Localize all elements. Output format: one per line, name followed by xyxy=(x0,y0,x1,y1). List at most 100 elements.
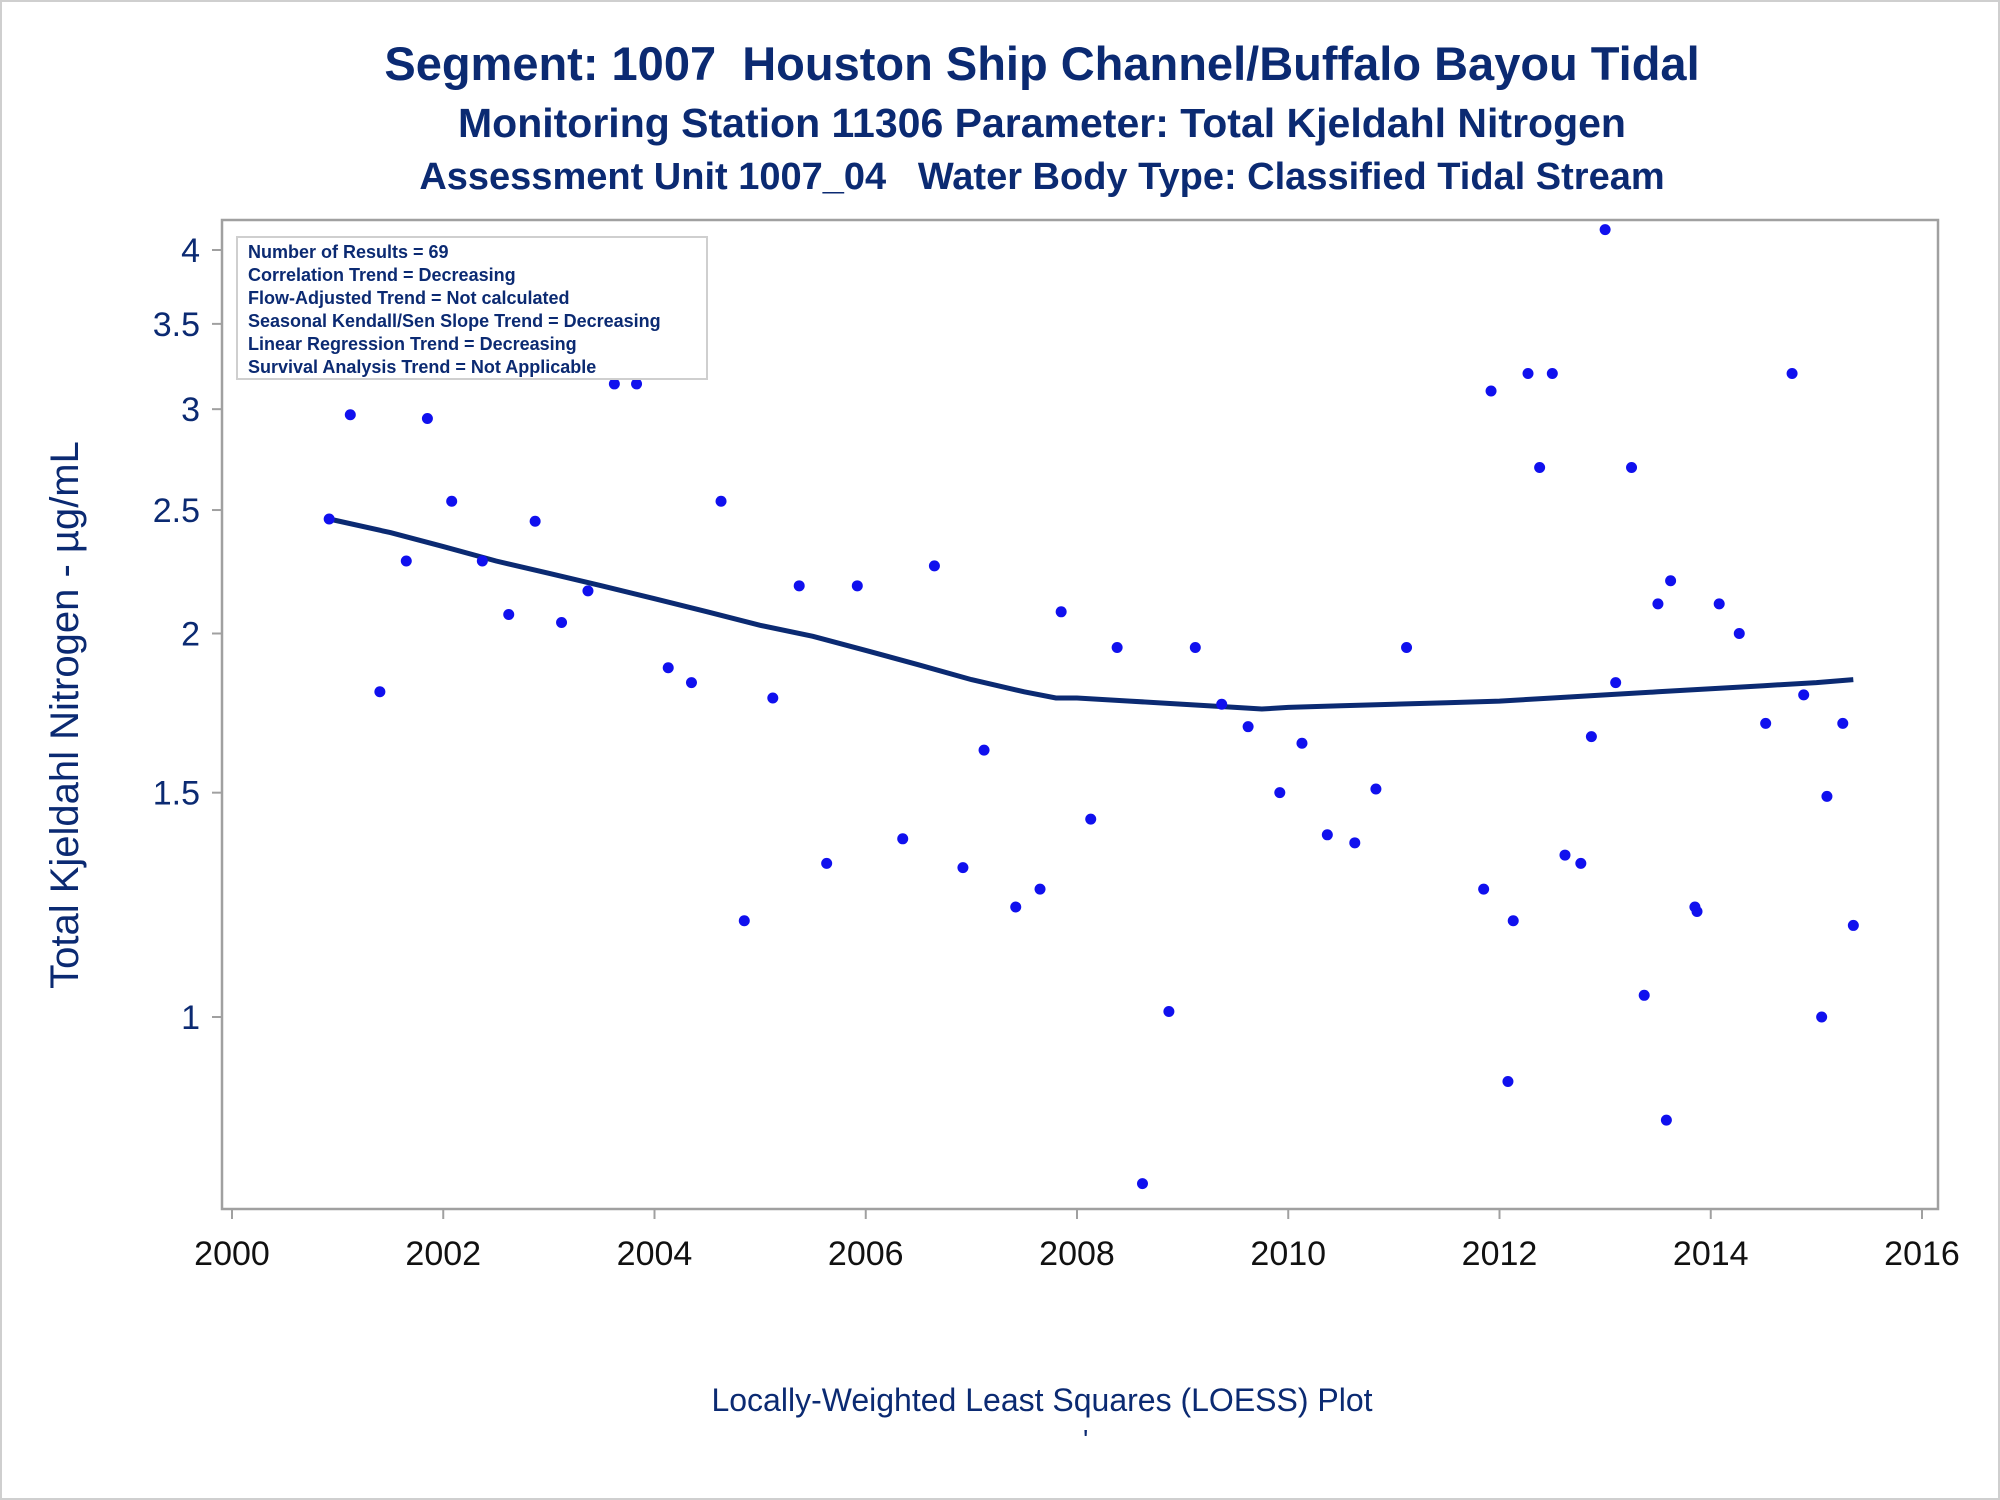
data-point xyxy=(1760,717,1772,729)
data-points xyxy=(323,224,1859,1190)
data-point xyxy=(1713,598,1725,610)
data-point xyxy=(851,580,863,592)
data-point xyxy=(1136,1178,1148,1190)
data-point xyxy=(1189,642,1201,654)
data-point xyxy=(821,857,833,869)
x-tick-label: 2014 xyxy=(1673,1235,1749,1273)
data-point xyxy=(1321,829,1333,841)
data-point xyxy=(1599,224,1611,236)
y-tick-label: 2 xyxy=(181,616,200,654)
data-point xyxy=(374,686,386,698)
x-tick-label: 2000 xyxy=(194,1235,270,1273)
data-point xyxy=(1502,1075,1514,1087)
x-tick-label: 2012 xyxy=(1462,1235,1538,1273)
data-point xyxy=(928,560,940,572)
data-point xyxy=(1522,367,1534,379)
data-point xyxy=(1296,737,1308,749)
data-point xyxy=(323,513,335,525)
data-point xyxy=(556,617,568,629)
trend-stats-box: Number of Results = 69 Correlation Trend … xyxy=(236,236,708,380)
loess-line xyxy=(328,516,1854,712)
data-point xyxy=(897,833,909,845)
chart-title: Segment: 1007 Houston Ship Channel/Buffa… xyxy=(384,37,1700,90)
data-point xyxy=(767,692,779,704)
trend-stats-line: Survival Analysis Trend = Not Applicable xyxy=(248,357,597,377)
y-axis-label: Total Kjeldahl Nitrogen - µg/mL xyxy=(43,441,87,989)
chart-subtitle: Monitoring Station 11306 Parameter: Tota… xyxy=(458,100,1626,146)
trend-stats-line: Correlation Trend = Decreasing xyxy=(248,265,516,285)
y-tick-label: 4 xyxy=(181,232,200,270)
x-tick-label: 2002 xyxy=(405,1235,481,1273)
data-point xyxy=(1546,367,1558,379)
y-tick-label: 1 xyxy=(181,999,200,1037)
data-point xyxy=(1163,1005,1175,1017)
data-point xyxy=(503,608,515,620)
x-tick-label: 2010 xyxy=(1250,1235,1326,1273)
y-tick-label: 1.5 xyxy=(153,775,200,813)
y-tick-label: 3 xyxy=(181,391,200,429)
data-point xyxy=(1691,906,1703,918)
data-point xyxy=(1216,698,1228,710)
plot-area xyxy=(220,218,1940,1211)
data-point xyxy=(446,495,458,507)
data-point xyxy=(1626,461,1638,473)
data-point xyxy=(1610,677,1622,689)
data-point xyxy=(476,555,488,567)
data-point xyxy=(1665,575,1677,587)
data-point xyxy=(400,555,412,567)
data-point xyxy=(1660,1114,1672,1126)
data-point xyxy=(631,378,643,390)
data-point xyxy=(793,580,805,592)
y-tick-label: 2.5 xyxy=(153,492,200,530)
data-point xyxy=(1786,367,1798,379)
data-point xyxy=(1837,717,1849,729)
data-point xyxy=(421,412,433,424)
data-point xyxy=(1242,721,1254,733)
trend-stats-line: Flow-Adjusted Trend = Not calculated xyxy=(248,288,570,308)
data-point xyxy=(1349,837,1361,849)
x-tick-label: 2016 xyxy=(1884,1235,1960,1273)
data-point xyxy=(1798,689,1810,701)
data-point xyxy=(715,495,727,507)
x-tick-label: 2008 xyxy=(1039,1235,1115,1273)
y-axis: 1 1.5 2 2.5 3 3.5 4 xyxy=(153,232,222,1037)
x-axis: 2000 2002 2004 2006 2008 2010 2012 2014 2016 xyxy=(194,1209,1960,1273)
data-point xyxy=(582,585,594,597)
data-point xyxy=(685,677,697,689)
method-footnote: Locally-Weighted Least Squares (LOESS) P… xyxy=(711,1382,1373,1418)
data-point xyxy=(1478,883,1490,895)
data-point xyxy=(1733,628,1745,639)
data-point xyxy=(1559,849,1571,861)
data-point xyxy=(738,915,750,927)
data-point xyxy=(662,662,674,674)
footnote-mark: ' xyxy=(1083,1424,1089,1455)
data-point xyxy=(1652,598,1664,610)
data-point xyxy=(1010,901,1022,913)
data-point xyxy=(1111,642,1123,654)
data-point xyxy=(1370,783,1382,795)
trend-stats-line: Number of Results = 69 xyxy=(248,242,449,262)
y-tick-label: 3.5 xyxy=(153,306,200,344)
data-point xyxy=(1507,915,1519,927)
data-point xyxy=(1847,919,1859,931)
data-point xyxy=(1055,606,1067,618)
data-point xyxy=(608,378,620,390)
x-tick-label: 2004 xyxy=(617,1235,693,1273)
data-point xyxy=(957,862,969,874)
data-point xyxy=(529,515,541,527)
data-point xyxy=(1638,989,1650,1001)
data-point xyxy=(1821,790,1833,802)
data-point xyxy=(1585,731,1597,743)
data-point xyxy=(1485,385,1497,397)
data-point xyxy=(978,744,990,756)
x-tick-label: 2006 xyxy=(828,1235,904,1273)
data-point xyxy=(1575,857,1587,869)
trend-stats-line: Linear Regression Trend = Decreasing xyxy=(248,334,577,354)
data-point xyxy=(1816,1011,1828,1023)
data-point xyxy=(1274,787,1286,799)
data-point xyxy=(1534,461,1546,473)
data-point xyxy=(1401,642,1413,654)
data-point xyxy=(1034,883,1046,895)
